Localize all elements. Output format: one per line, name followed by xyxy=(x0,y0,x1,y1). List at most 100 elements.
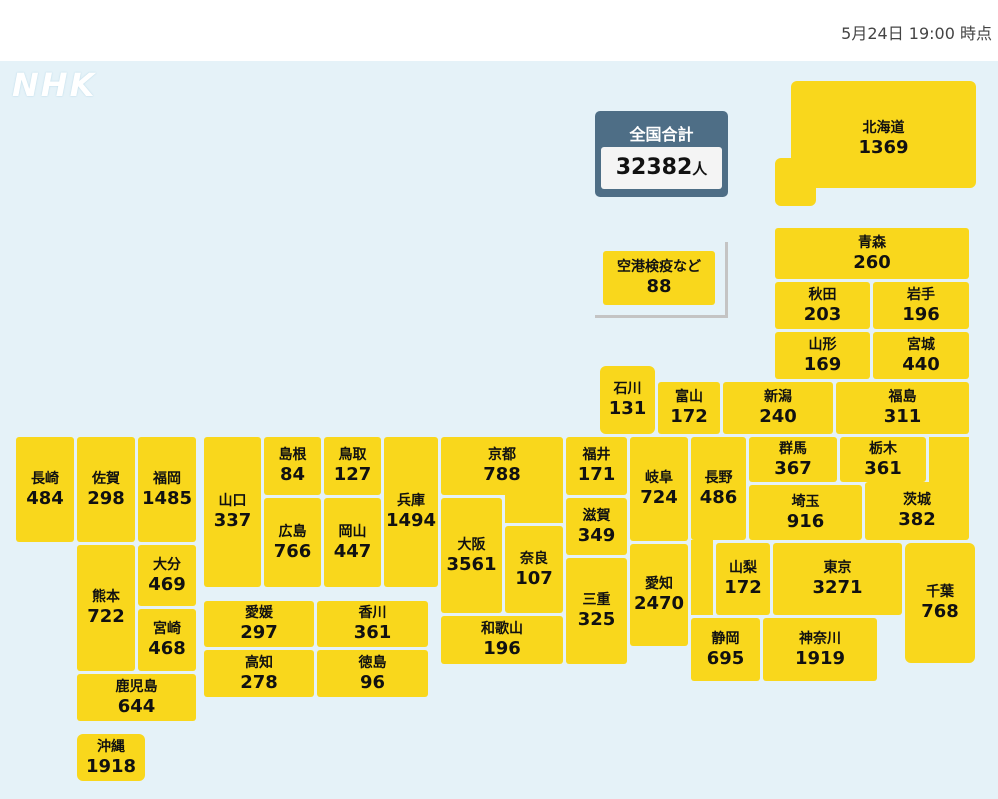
tile-iwate[interactable]: 岩手 196 xyxy=(873,282,969,329)
airport-divider-horizontal xyxy=(595,315,728,318)
tile-toyama[interactable]: 富山 172 xyxy=(658,382,720,434)
pref-value: 337 xyxy=(213,510,252,531)
tile-ibaraki[interactable]: 茨城 382 xyxy=(865,482,969,540)
pref-value: 240 xyxy=(759,406,797,427)
tile-tokyo[interactable]: 東京 3271 xyxy=(773,543,902,615)
pref-name: 茨城 xyxy=(903,492,931,508)
pref-value: 440 xyxy=(902,353,940,375)
pref-name: 大分 xyxy=(153,556,181,573)
pref-name: 広島 xyxy=(278,523,307,540)
pref-name: 京都 xyxy=(488,447,516,463)
pref-name: 滋賀 xyxy=(582,507,611,524)
tile-saga[interactable]: 佐賀 298 xyxy=(77,437,135,542)
pref-value: 2470 xyxy=(633,593,685,614)
pref-value: 196 xyxy=(902,303,940,325)
pref-value: 361 xyxy=(864,457,902,479)
pref-value: 695 xyxy=(706,647,745,669)
pref-value: 196 xyxy=(483,638,521,659)
tile-fukui[interactable]: 福井 171 xyxy=(566,437,627,495)
tile-tottori[interactable]: 鳥取 127 xyxy=(324,437,381,495)
pref-name: 高知 xyxy=(245,654,273,671)
tile-yamanashi[interactable]: 山梨 172 xyxy=(716,543,770,615)
total-label: 全国合計 xyxy=(629,125,694,144)
tile-oita[interactable]: 大分 469 xyxy=(138,545,196,606)
tile-gifu[interactable]: 岐阜 724 xyxy=(630,437,688,541)
pref-value: 203 xyxy=(803,303,842,325)
pref-value: 298 xyxy=(87,487,125,509)
pref-value: 349 xyxy=(577,524,616,546)
tile-shiga[interactable]: 滋賀 349 xyxy=(566,498,627,555)
tile-saitama[interactable]: 埼玉 916 xyxy=(749,485,862,540)
pref-name: 岡山 xyxy=(338,523,367,540)
pref-value: 3271 xyxy=(812,577,863,598)
tile-tochigi[interactable]: 栃木 361 xyxy=(840,437,926,482)
tile-hokkaido[interactable]: 北海道 1369 xyxy=(791,81,976,188)
tile-hiroshima[interactable]: 広島 766 xyxy=(264,498,321,587)
tile-okinawa[interactable]: 沖縄 1918 xyxy=(77,734,145,781)
tile-tokushima[interactable]: 徳島 96 xyxy=(317,650,428,697)
tile-okayama[interactable]: 岡山 447 xyxy=(324,498,381,587)
timestamp: 5月24日 19:00 時点 xyxy=(841,24,992,43)
pref-name: 徳島 xyxy=(358,654,387,671)
pref-name: 富山 xyxy=(675,389,703,405)
tile-nara[interactable]: 奈良 107 xyxy=(505,526,563,613)
tile-kyoto-south[interactable] xyxy=(505,491,563,523)
pref-name: 山梨 xyxy=(729,560,757,576)
tile-kyoto[interactable]: 京都 788 xyxy=(441,437,563,495)
tile-airport[interactable]: 空港検疫など 88 xyxy=(603,251,715,305)
pref-name: 山形 xyxy=(808,336,837,353)
pref-value: 1494 xyxy=(385,510,437,531)
tile-mie[interactable]: 三重 325 xyxy=(566,558,627,664)
tile-shizuoka[interactable]: 静岡 695 xyxy=(691,618,760,681)
tile-fukushima[interactable]: 福島 311 xyxy=(836,382,969,434)
tile-kumamoto[interactable]: 熊本 722 xyxy=(77,545,135,671)
pref-value: 84 xyxy=(279,464,306,485)
tile-miyazaki[interactable]: 宮崎 468 xyxy=(138,609,196,671)
pref-name: 山口 xyxy=(218,493,247,509)
tile-kagoshima[interactable]: 鹿児島 644 xyxy=(77,674,196,721)
pref-name: 神奈川 xyxy=(799,630,841,647)
pref-name: 三重 xyxy=(582,592,611,608)
pref-name: 福岡 xyxy=(153,470,181,487)
tile-aichi[interactable]: 愛知 2470 xyxy=(630,544,688,646)
pref-value: 768 xyxy=(921,601,959,622)
tile-gunma[interactable]: 群馬 367 xyxy=(749,437,837,482)
tile-kochi[interactable]: 高知 278 xyxy=(204,650,314,697)
pref-name: 石川 xyxy=(613,381,642,397)
nhk-logo: NHK xyxy=(12,66,97,104)
pref-value: 469 xyxy=(148,573,186,595)
tile-shimane[interactable]: 島根 84 xyxy=(264,437,321,495)
pref-name: 香川 xyxy=(358,605,387,621)
tile-niigata[interactable]: 新潟 240 xyxy=(723,382,833,434)
tile-yamagata[interactable]: 山形 169 xyxy=(775,332,870,379)
tile-chiba[interactable]: 千葉 768 xyxy=(905,543,975,663)
tile-hokkaido-southwest[interactable] xyxy=(775,158,816,206)
tile-aomori[interactable]: 青森 260 xyxy=(775,228,969,279)
tile-yamaguchi[interactable]: 山口 337 xyxy=(204,437,261,587)
tile-kanagawa[interactable]: 神奈川 1919 xyxy=(763,618,877,681)
pref-value: 172 xyxy=(724,577,762,598)
pref-value: 297 xyxy=(240,622,278,643)
tile-akita[interactable]: 秋田 203 xyxy=(775,282,870,329)
tile-kagawa[interactable]: 香川 361 xyxy=(317,601,428,647)
tile-nagasaki[interactable]: 長崎 484 xyxy=(16,437,74,542)
tile-osaka[interactable]: 大阪 3561 xyxy=(441,498,502,613)
tile-ehime[interactable]: 愛媛 297 xyxy=(204,601,314,647)
pref-value: 131 xyxy=(608,398,647,419)
tile-miyagi[interactable]: 宮城 440 xyxy=(873,332,969,379)
tile-ishikawa[interactable]: 石川 131 xyxy=(600,366,655,434)
pref-value: 486 xyxy=(699,486,738,508)
total-value-box: 32382人 xyxy=(601,147,722,189)
pref-value: 1369 xyxy=(858,137,909,158)
total-value: 32382 xyxy=(615,155,693,180)
tile-nagano-south[interactable] xyxy=(691,540,713,615)
pref-name: 大阪 xyxy=(457,536,486,553)
pref-value: 311 xyxy=(883,406,922,427)
tile-fukuoka[interactable]: 福岡 1485 xyxy=(138,437,196,542)
tile-hyogo[interactable]: 兵庫 1494 xyxy=(384,437,438,587)
tile-ibaraki-north[interactable] xyxy=(929,437,969,485)
tile-wakayama[interactable]: 和歌山 196 xyxy=(441,616,563,664)
pref-value: 367 xyxy=(774,457,812,479)
tile-nagano[interactable]: 長野 486 xyxy=(691,437,746,540)
airport-divider-vertical xyxy=(725,242,728,318)
